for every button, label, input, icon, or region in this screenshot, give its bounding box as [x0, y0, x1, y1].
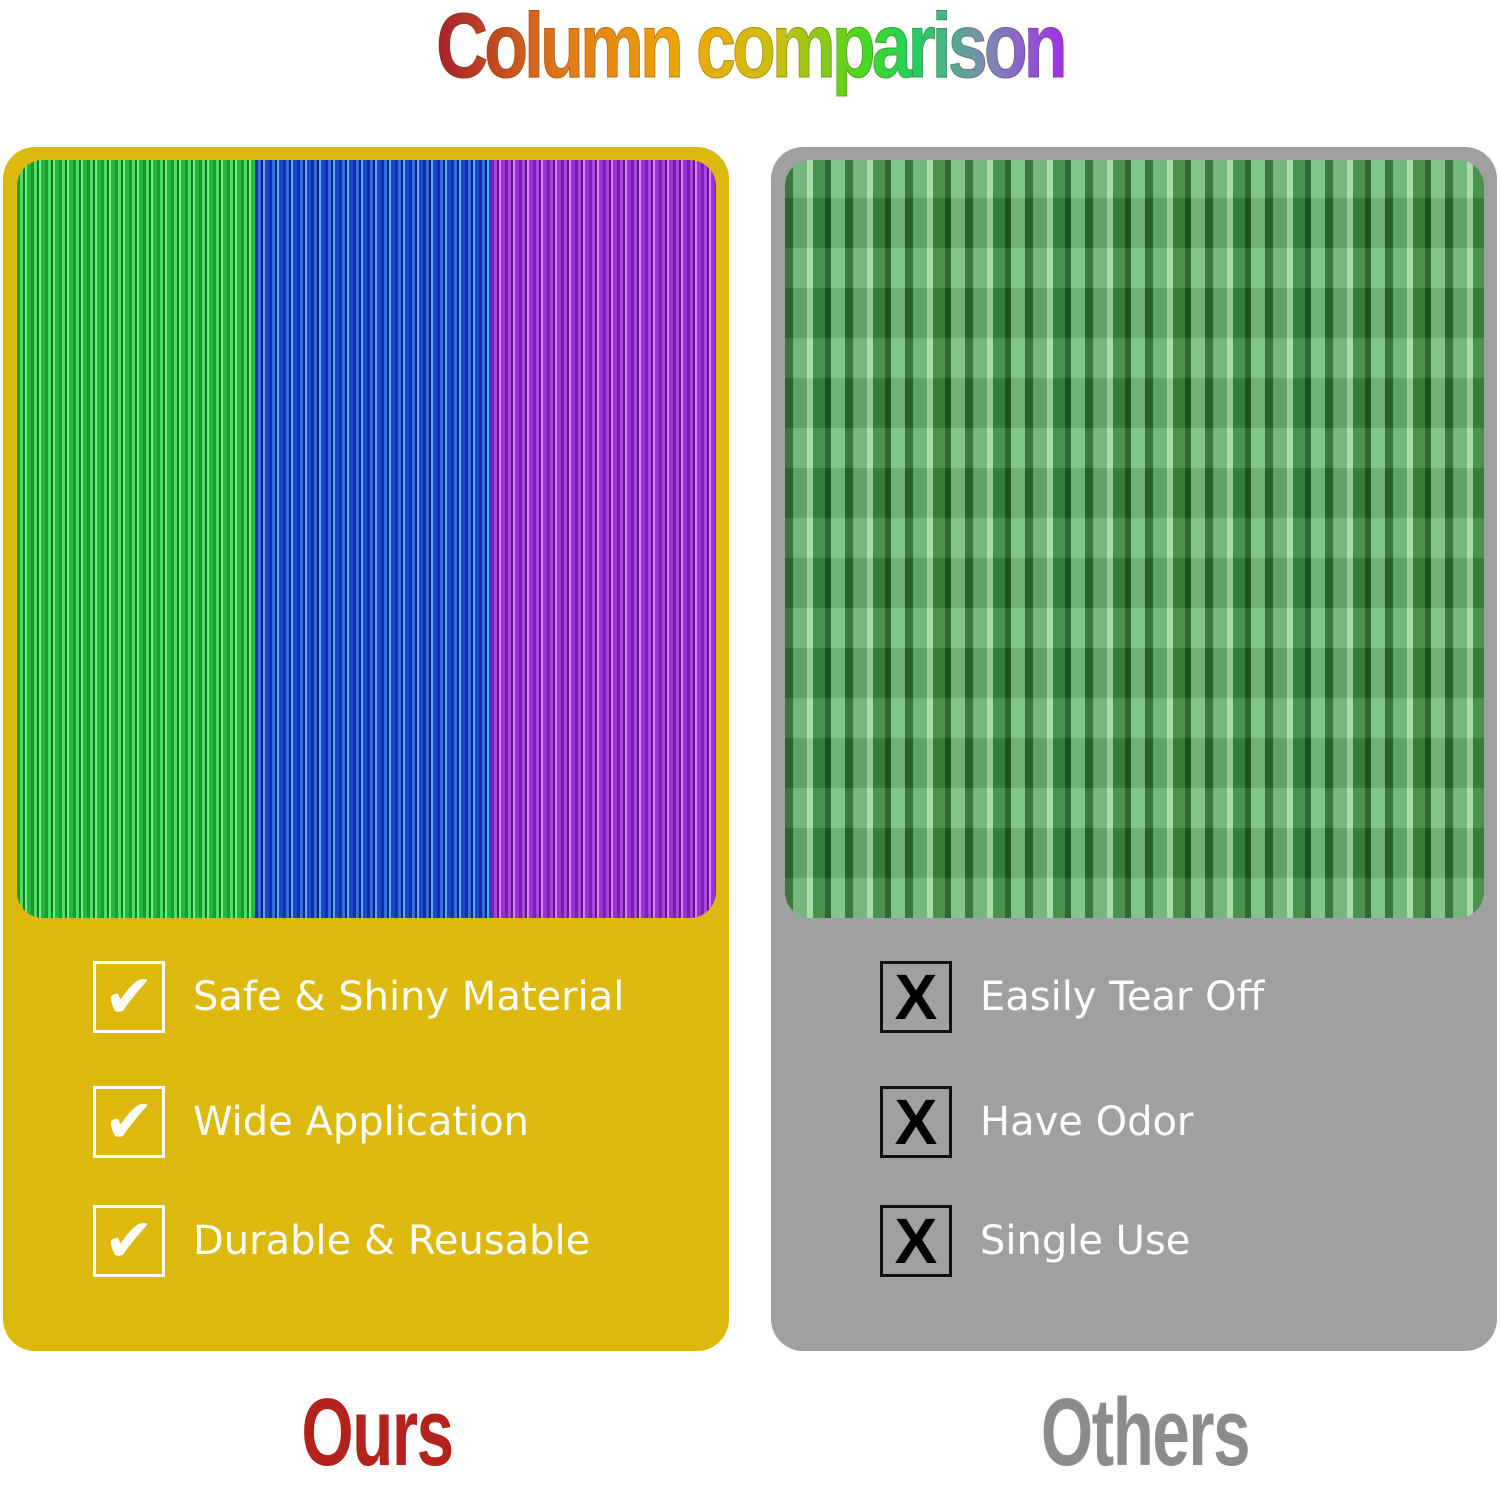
ours-label: Ours [301, 1379, 454, 1486]
checkmark-icon: ✔ [93, 1205, 165, 1277]
x-mark-icon: X [880, 1086, 952, 1158]
green-foil-curtain [17, 160, 255, 918]
purple-foil-curtain [491, 160, 716, 918]
ours-feature: ✔ Wide Application [93, 1086, 529, 1158]
x-mark-icon: X [880, 961, 952, 1033]
others-label: Others [1040, 1379, 1251, 1486]
others-feature: X Single Use [880, 1205, 1190, 1277]
ours-feature: ✔ Safe & Shiny Material [93, 961, 624, 1033]
blue-foil-curtain [255, 160, 491, 918]
green-foil-curtain [785, 160, 1484, 918]
others-feature: X Easily Tear Off [880, 961, 1264, 1033]
x-mark-icon: X [880, 1205, 952, 1277]
page-title: Column comparison [165, 0, 1335, 99]
checkmark-icon: ✔ [93, 1086, 165, 1158]
ours-product-image [17, 160, 716, 918]
ours-feature: ✔ Durable & Reusable [93, 1205, 590, 1277]
others-panel: X Easily Tear Off X Have Odor X Single U… [771, 147, 1497, 1351]
checkmark-icon: ✔ [93, 961, 165, 1033]
ours-panel: ✔ Safe & Shiny Material ✔ Wide Applicati… [3, 147, 729, 1351]
others-feature: X Have Odor [880, 1086, 1193, 1158]
others-product-image [785, 160, 1484, 918]
